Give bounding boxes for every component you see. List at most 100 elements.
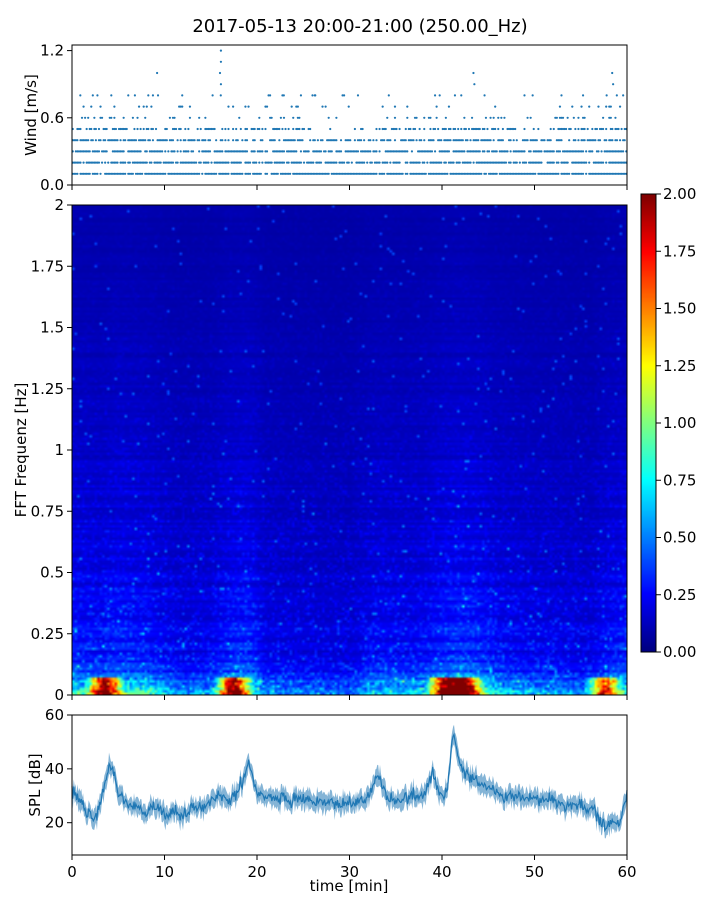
wind-point: [253, 150, 256, 153]
wind-point: [581, 139, 585, 142]
wind-point: [529, 161, 532, 164]
wind-point: [164, 150, 167, 153]
wind-point: [526, 116, 529, 119]
wind-point: [142, 161, 145, 164]
wind-point: [247, 172, 250, 175]
wind-point: [296, 116, 299, 119]
wind-point: [216, 161, 219, 164]
wind-point: [611, 172, 614, 175]
wind-point: [592, 161, 595, 164]
wind-point: [199, 127, 202, 131]
wind-point: [401, 172, 404, 175]
wind-point: [290, 139, 293, 142]
wind-point: [520, 150, 523, 153]
wind-point: [215, 139, 218, 142]
wind-point: [577, 150, 580, 153]
spectrogram-panel: 0 0.25 0.5 0.75 1 1.25 1.5 1.75 2 FFT Frequenz […: [12, 196, 628, 704]
wind-point: [571, 150, 574, 153]
wind-point: [329, 161, 332, 164]
wind-point: [96, 161, 99, 164]
wind-point: [154, 172, 158, 175]
wind-point: [608, 139, 611, 142]
wind-point: [145, 105, 148, 108]
wind-point: [316, 172, 319, 175]
wind-point: [296, 161, 299, 164]
wind-point: [484, 116, 488, 119]
wind-point: [282, 94, 285, 97]
wind-point: [312, 150, 315, 153]
wind-point: [384, 161, 387, 164]
wind-point: [117, 127, 121, 131]
wind-point: [515, 150, 518, 153]
colorbar-tick-label: 0.75: [663, 471, 696, 489]
wind-point: [178, 105, 181, 108]
wind-point: [387, 139, 390, 142]
wind-point: [623, 139, 626, 142]
wind-point: [430, 172, 434, 175]
wind-point: [289, 139, 292, 142]
spl-xtick-label: 40: [432, 863, 451, 881]
wind-point: [113, 116, 116, 119]
wind-point: [319, 139, 323, 142]
wind-point: [293, 172, 296, 175]
wind-point: [466, 172, 469, 175]
wind-point: [265, 105, 269, 108]
wind-point: [356, 94, 360, 97]
wind-point: [452, 172, 455, 175]
wind-point: [423, 172, 426, 175]
wind-point: [396, 161, 400, 164]
wind-point: [238, 172, 241, 175]
wind-point: [352, 150, 355, 153]
wind-point: [435, 105, 438, 108]
wind-point: [202, 139, 205, 142]
wind-point: [615, 161, 619, 164]
wind-point: [469, 161, 472, 164]
wind-point: [281, 161, 284, 164]
wind-point: [347, 105, 350, 108]
wind-point: [224, 150, 227, 153]
wind-point: [415, 116, 418, 119]
wind-point: [287, 150, 290, 153]
wind-point: [606, 150, 609, 153]
wind-point: [404, 139, 407, 142]
wind-point: [125, 127, 128, 131]
wind-point: [230, 172, 233, 175]
wind-point: [611, 161, 614, 164]
wind-point: [107, 139, 110, 142]
wind-point: [383, 161, 386, 164]
wind-point: [503, 116, 506, 119]
wind-point: [179, 127, 182, 131]
wind-point: [161, 150, 164, 153]
wind-point: [270, 139, 273, 142]
wind-point: [498, 172, 501, 175]
wind-point: [353, 150, 356, 153]
wind-point: [464, 172, 467, 175]
wind-point: [386, 139, 389, 142]
wind-point: [560, 172, 563, 175]
wind-point: [174, 127, 178, 131]
wind-point: [470, 150, 474, 153]
wind-point: [131, 139, 134, 142]
wind-point: [156, 161, 159, 164]
wind-point: [500, 150, 503, 153]
wind-point: [88, 172, 91, 175]
wind-point: [435, 172, 438, 175]
wind-point: [238, 161, 241, 164]
x-axis-label: time [min]: [310, 877, 389, 895]
wind-point: [507, 172, 511, 175]
wind-point: [561, 116, 565, 119]
wind-point: [555, 116, 558, 119]
wind-point: [429, 172, 432, 175]
wind-point: [549, 139, 552, 142]
wind-point: [611, 139, 614, 142]
wind-point: [287, 139, 290, 142]
wind-point: [572, 161, 575, 164]
wind-point: [127, 150, 130, 153]
colorbar-tick-label: 1.75: [663, 242, 696, 260]
wind-point: [104, 172, 107, 175]
wind-point: [614, 127, 617, 131]
wind-point: [586, 127, 589, 131]
wind-point: [393, 172, 397, 175]
wind-point: [454, 150, 457, 153]
